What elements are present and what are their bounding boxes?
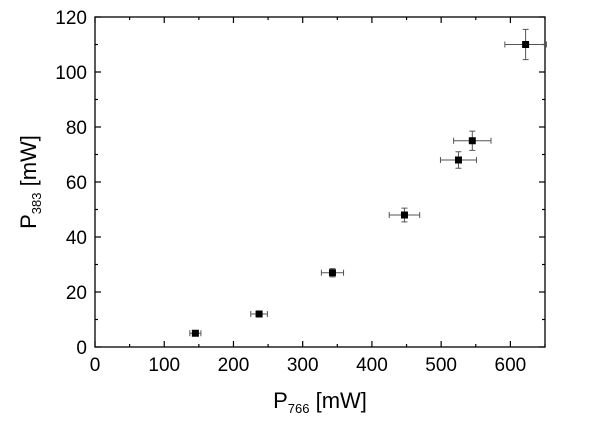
- data-point: [255, 310, 263, 318]
- data-point: [191, 329, 199, 337]
- x-axis-title-unit: [mW]: [309, 388, 366, 413]
- y-tick-label: 120: [55, 8, 87, 29]
- tick-labels: 0 100 200 300 400 500 600 0 20 40 60 80 100 120: [55, 8, 526, 376]
- y-tick-label: 40: [66, 228, 87, 249]
- data-point: [400, 211, 408, 219]
- plot-frame: [94, 16, 546, 348]
- x-tick-label: 300: [287, 355, 319, 376]
- y-tick-label: 80: [66, 118, 87, 139]
- x-axis-title-subscript: 766: [288, 401, 310, 416]
- x-tick-label: 500: [425, 355, 457, 376]
- y-tick-label: 20: [66, 283, 87, 304]
- x-tick-label: 200: [218, 355, 250, 376]
- x-tick-label: 100: [148, 355, 180, 376]
- x-axis-title-main: P: [273, 388, 288, 413]
- y-axis-title-main: P: [16, 214, 41, 229]
- x-axis-title: P766 [mW]: [273, 388, 367, 416]
- x-tick-label: 600: [495, 355, 527, 376]
- data-point: [468, 137, 476, 145]
- y-axis-title-subscript: 383: [29, 193, 44, 215]
- data-point: [454, 156, 462, 164]
- x-tick-label: 0: [90, 355, 101, 376]
- x-tick-label: 400: [356, 355, 388, 376]
- y-tick-label: 60: [66, 173, 87, 194]
- y-tick-label: 0: [76, 338, 87, 359]
- y-tick-label: 100: [55, 63, 87, 84]
- data-points: [191, 41, 530, 337]
- data-point: [522, 41, 530, 48]
- y-axis-title: P383 [mW]: [16, 135, 44, 229]
- y-axis-title-unit: [mW]: [16, 135, 41, 192]
- data-point: [328, 269, 336, 277]
